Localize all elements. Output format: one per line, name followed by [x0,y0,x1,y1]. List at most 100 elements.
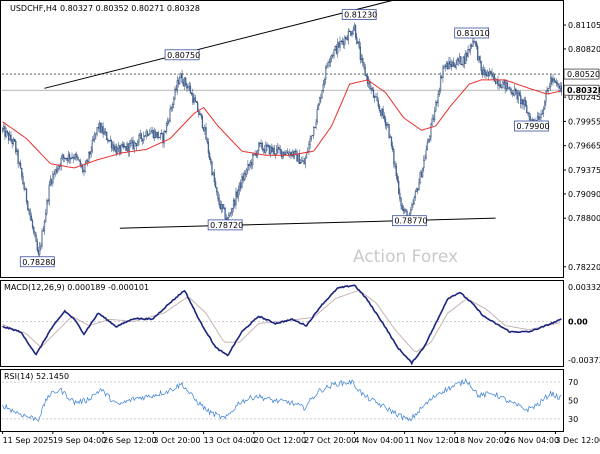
candle-body [109,140,111,142]
candle-body [527,112,529,114]
candle-body [400,198,402,207]
candle-body [103,131,105,135]
candle-body [317,103,320,110]
candle-body [218,198,220,205]
candle-body [524,100,527,106]
candle-body [46,200,48,214]
candle-body [425,149,427,159]
candle-body [238,182,241,191]
candle-body [121,144,123,146]
rsi-tick-label: 30 [568,415,578,424]
candle-body [78,159,80,162]
candle-body [84,163,86,172]
candle-body [55,169,58,173]
candle-body [219,204,221,210]
candle-body [130,142,132,144]
candle-body [343,41,345,45]
candle-body [363,62,365,68]
price-annotation-box [207,219,243,231]
candle-body [259,142,261,144]
candle-body [212,172,214,175]
candle-body [398,180,400,194]
candle-body [323,79,326,85]
symbol-label: USDCHF,H4 [10,4,57,13]
candle-body [474,41,476,43]
x-tick-label: 13 Oct 04:00 [204,436,256,445]
candle-body [114,146,116,151]
candle-body [244,173,247,176]
candle-body [463,56,466,64]
candle-body [436,102,438,104]
candle-body [345,37,347,40]
candle-body [457,58,460,62]
candle-body [127,143,129,153]
candle-body [521,99,523,105]
candle-body [91,140,93,152]
candle-body [72,157,74,159]
candle-body [277,147,279,150]
moving-average-line [2,79,561,169]
rsi-line [2,377,562,422]
candle-body [66,158,68,161]
candle-body [207,141,210,154]
candle-body [107,139,109,142]
candle-body [553,78,555,81]
candle-body [241,176,243,188]
candle-body [51,179,53,184]
candle-body [141,138,144,141]
candle-body [41,230,43,246]
macd-tick-label: 0.003321 [568,283,600,292]
candle-body [404,209,406,212]
candle-body [437,94,439,103]
candle-body [149,132,151,135]
candle-body [167,120,169,124]
candle-body [203,127,205,131]
candle-body [176,80,178,91]
candle-body [503,80,505,83]
x-tick-label: 11 Nov 12:00 [405,436,459,445]
candle-body [249,162,251,167]
candle-body [192,93,194,103]
candle-body [104,131,107,133]
candle-body [411,204,413,211]
candle-body [448,61,450,70]
candle-body [438,90,440,95]
candle-body [206,139,208,143]
candle-body [420,172,423,178]
candle-body [456,58,458,65]
candle-body [194,97,196,102]
candle-body [57,168,59,173]
candle-body [439,76,442,91]
price-tick-label: 0.79665 [568,142,600,151]
candle-body [302,160,304,162]
candle-body [558,84,560,89]
candle-body [52,174,54,184]
candle-body [37,249,40,255]
candle-body [118,145,120,149]
candle-body [268,145,271,155]
candle-body [490,71,492,74]
candle-body [94,134,96,140]
candle-body [65,158,67,160]
candle-body [486,71,488,77]
candle-body [177,80,180,85]
candle-body [283,151,285,155]
candle-body [274,153,277,155]
candle-body [63,154,65,159]
candle-body [460,56,462,65]
price-annotation-label: 0.81010 [457,29,490,38]
candle-body [500,86,503,89]
candle-body [392,145,394,150]
candle-body [523,100,525,105]
candle-body [7,132,10,141]
candle-body [169,108,171,122]
x-tick-label: 20 Oct 12:00 [254,436,306,445]
x-tick-label: 3 Oct 20:00 [153,436,200,445]
candle-body [453,62,455,67]
candle-body [175,88,177,91]
candle-body [555,82,558,84]
candle-body [31,220,34,228]
candle-body [473,40,475,42]
candle-body [352,29,354,34]
candle-body [229,213,231,216]
